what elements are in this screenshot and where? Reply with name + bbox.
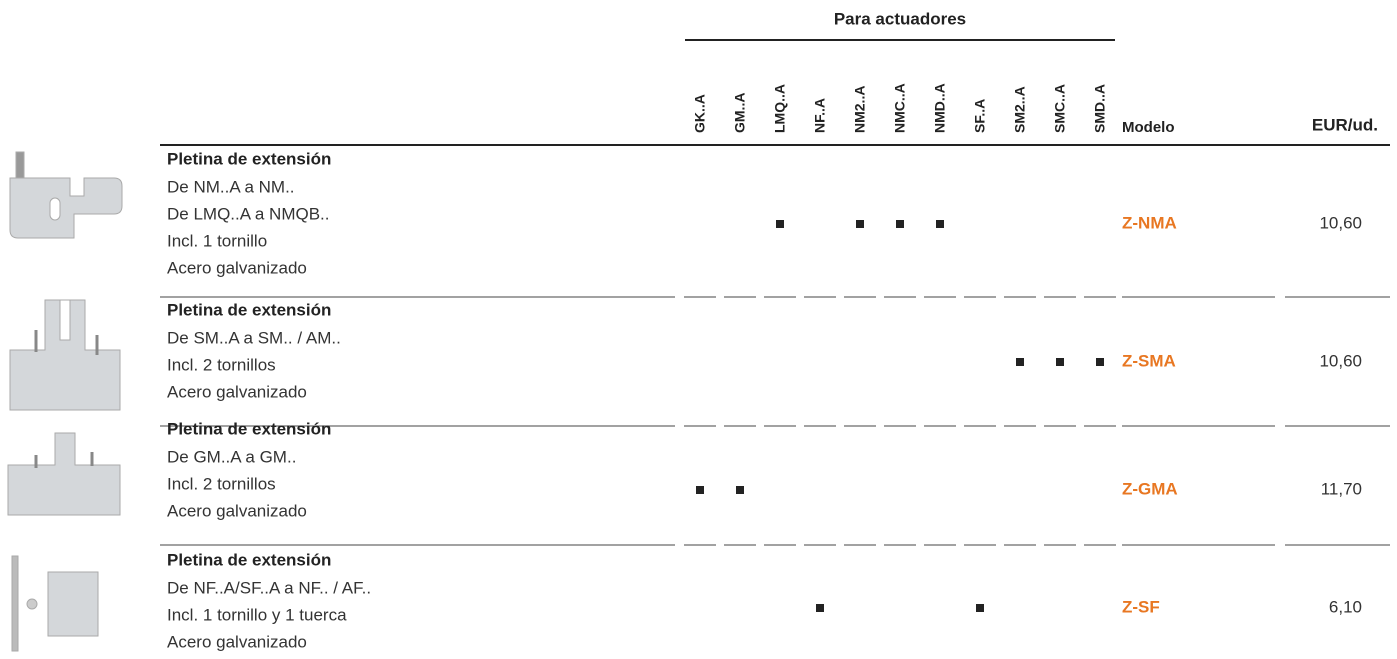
product-line: De GM..A a GM.. [167, 447, 296, 466]
product-line: Acero galvanizado [167, 258, 307, 277]
column-header: NMC..A [892, 83, 908, 133]
product-line: De LMQ..A a NMQB.. [167, 204, 330, 223]
price-header: EUR/ud. [1312, 115, 1378, 134]
compat-mark [776, 220, 784, 228]
column-header: NF..A [812, 98, 828, 133]
model: Z-NMA [1122, 213, 1177, 232]
product-image [10, 300, 120, 410]
product-title: Pletina de extensión [167, 300, 331, 319]
product-line: De SM..A a SM.. / AM.. [167, 328, 341, 347]
product-title: Pletina de extensión [167, 550, 331, 569]
product-line: Incl. 2 tornillos [167, 355, 276, 374]
column-header: SM2..A [1012, 86, 1028, 133]
product-line: Acero galvanizado [167, 382, 307, 401]
model: Z-SMA [1122, 351, 1176, 370]
price: 10,60 [1319, 351, 1362, 370]
column-header: SF..A [972, 99, 988, 133]
product-image [12, 556, 98, 651]
product-line: De NF..A/SF..A a NF.. / AF.. [167, 578, 371, 597]
model: Z-SF [1122, 597, 1160, 616]
compat-mark [1056, 358, 1064, 366]
column-header: NM2..A [852, 86, 868, 133]
product-line: De NM..A a NM.. [167, 177, 295, 196]
compat-mark [896, 220, 904, 228]
price: 6,10 [1329, 597, 1362, 616]
product-line: Incl. 1 tornillo [167, 231, 267, 250]
price: 11,70 [1321, 479, 1362, 498]
column-header: SMD..A [1092, 84, 1108, 133]
product-line: Incl. 2 tornillos [167, 474, 276, 493]
product-line: Incl. 1 tornillo y 1 tuerca [167, 605, 347, 624]
compat-mark [1016, 358, 1024, 366]
column-header: LMQ..A [772, 84, 788, 133]
column-header: SMC..A [1052, 84, 1068, 133]
product-image [10, 152, 122, 238]
product-image [8, 433, 120, 515]
product-table: Para actuadores Modelo EUR/ud. GK..A GM..… [0, 0, 1397, 659]
column-header: NMD..A [932, 83, 948, 133]
compat-mark [736, 486, 744, 494]
compat-mark [816, 604, 824, 612]
product-line: Acero galvanizado [167, 632, 307, 651]
model: Z-GMA [1122, 479, 1178, 498]
column-header: GM..A [732, 93, 748, 133]
compat-mark [1096, 358, 1104, 366]
compat-mark [976, 604, 984, 612]
model-header: Modelo [1122, 119, 1175, 136]
group-title: Para actuadores [834, 9, 966, 28]
product-line: Acero galvanizado [167, 501, 307, 520]
column-header: GK..A [692, 94, 708, 133]
product-title: Pletina de extensión [167, 149, 331, 168]
compat-mark [696, 486, 704, 494]
compat-mark [856, 220, 864, 228]
compat-mark [936, 220, 944, 228]
price: 10,60 [1319, 213, 1362, 232]
product-title: Pletina de extensión [167, 419, 331, 438]
